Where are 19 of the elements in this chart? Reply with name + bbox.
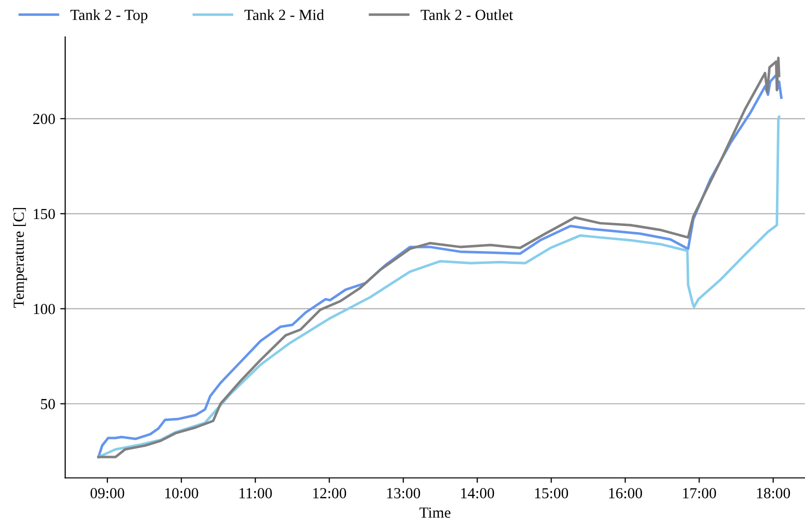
x-tick-label: 09:00: [90, 488, 124, 498]
x-tick-label: 10:00: [165, 488, 198, 498]
x-tick-label: 16:00: [609, 488, 642, 498]
x-axis-title: Time: [420, 507, 450, 518]
y-tick-label: 150: [34, 208, 55, 220]
legend-label: Tank 2 - Top: [70, 9, 148, 24]
y-tick-label: 50: [41, 398, 55, 410]
x-tick-label: 12:00: [313, 488, 346, 498]
x-tick-label: 18:00: [757, 488, 790, 498]
legend-label: Tank 2 - Outlet: [420, 9, 514, 20]
y-axis-title: Temperature [C]: [13, 208, 28, 308]
x-tick-label: 13:00: [387, 488, 420, 498]
legend-label: Tank 2 - Mid: [244, 9, 324, 20]
x-tick-label: 11:00: [240, 488, 272, 498]
x-tick-label: 17:00: [683, 488, 716, 498]
x-tick-label: 15:00: [535, 488, 568, 498]
x-tick-label: 14:00: [461, 488, 494, 498]
y-tick-label: 100: [34, 304, 55, 314]
y-tick-label: 200: [33, 114, 55, 124]
